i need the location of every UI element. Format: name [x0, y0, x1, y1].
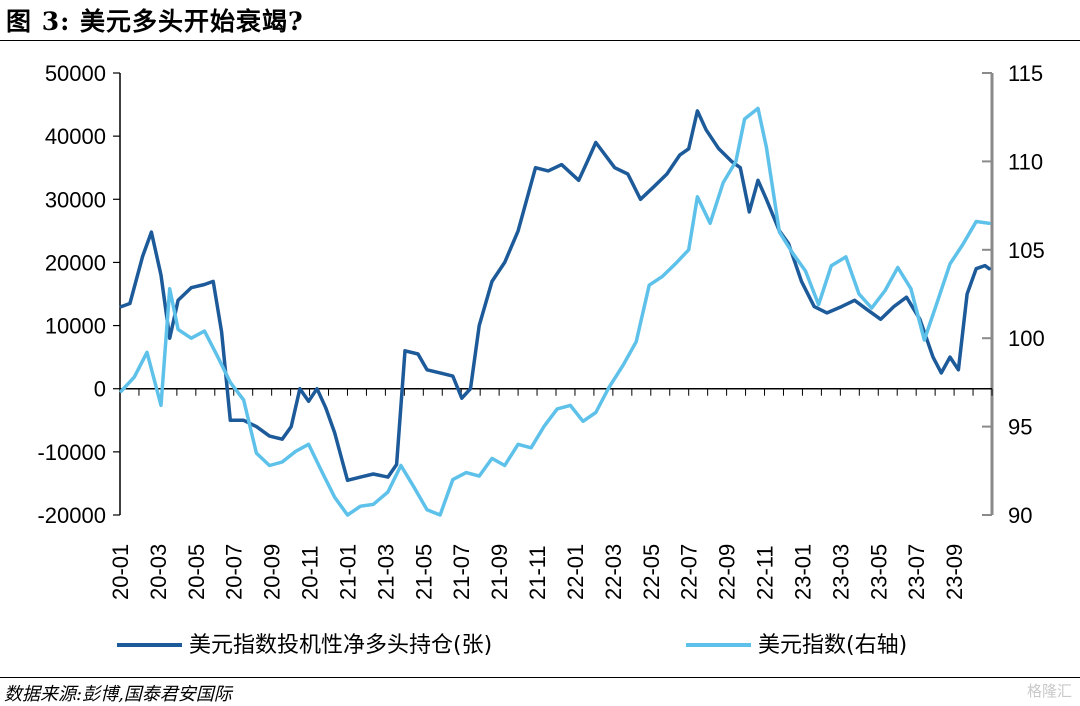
y-left-tick-label: 40000: [45, 124, 106, 149]
y-left-tick-label: -10000: [37, 440, 106, 465]
x-tick-label: 20-05: [184, 544, 209, 600]
x-tick-label: 22-11: [753, 545, 778, 600]
x-tick-label: 20-11: [298, 545, 323, 600]
y-right-tick-label: 100: [1008, 326, 1045, 351]
y-left-tick-label: 0: [94, 377, 106, 402]
legend: 美元指数投机性净多头持仓(张) 美元指数(右轴): [117, 633, 907, 658]
x-tick-label: 21-01: [335, 544, 360, 600]
title-divider: [0, 40, 1080, 41]
x-tick-label: 22-07: [677, 544, 702, 600]
x-tick-label: 21-05: [411, 544, 436, 600]
watermark-logo: 格隆汇: [1026, 682, 1072, 700]
x-tick-label: 21-11: [525, 545, 550, 600]
y-left-tick-label: 30000: [45, 187, 106, 212]
axes-layer: -20000 -10000 0 10000 20000 30000 40000 50000 90…: [37, 61, 1044, 600]
x-tick-label: 23-07: [904, 544, 929, 600]
x-tick-label: 20-07: [222, 544, 247, 600]
y-right-tick-label: 95: [1008, 415, 1032, 440]
x-tick-label: 20-09: [260, 544, 285, 600]
x-tick-label: 21-03: [373, 544, 398, 600]
x-tick-label: 22-09: [715, 544, 740, 600]
y-left-tick-label: 20000: [45, 250, 106, 275]
x-tick-label: 21-07: [449, 544, 474, 600]
x-tick-label: 21-09: [487, 544, 512, 600]
x-tick-label: 23-09: [942, 544, 967, 600]
x-tick-label: 22-03: [601, 544, 626, 600]
y-right-tick-label: 110: [1008, 149, 1043, 174]
x-tick-label: 22-05: [639, 544, 664, 600]
x-tick-label: 23-03: [828, 544, 853, 600]
series-line-dxy: [119, 106, 991, 517]
y-left-tick-label: -20000: [37, 503, 106, 528]
x-tick-label: 23-01: [790, 544, 815, 600]
x-tick-label: 20-01: [108, 544, 133, 600]
x-tick-label: 22-01: [563, 544, 588, 600]
legend-item-net-long-label: 美元指数投机性净多头持仓(张): [189, 633, 492, 658]
series-line-net-long: [119, 109, 991, 483]
data-source-note: 数据来源:彭博,国泰君安国际: [4, 684, 232, 705]
y-right-tick-label: 115: [1008, 61, 1043, 86]
y-left-tick-label: 10000: [45, 314, 106, 339]
legend-item-dxy-label: 美元指数(右轴): [758, 633, 907, 658]
series-layer: [119, 106, 991, 517]
chart: -20000 -10000 0 10000 20000 30000 40000 50000 90…: [37, 61, 1044, 658]
figure-title: 图 3: 美元多头开始衰竭?: [6, 7, 304, 36]
y-left-tick-label: 50000: [45, 61, 106, 86]
x-tick-label: 23-05: [866, 544, 891, 600]
y-right-tick-label: 90: [1008, 503, 1032, 528]
y-right-tick-label: 105: [1008, 238, 1045, 263]
x-tick-label: 20-03: [146, 544, 171, 600]
source-divider: [0, 677, 1080, 678]
